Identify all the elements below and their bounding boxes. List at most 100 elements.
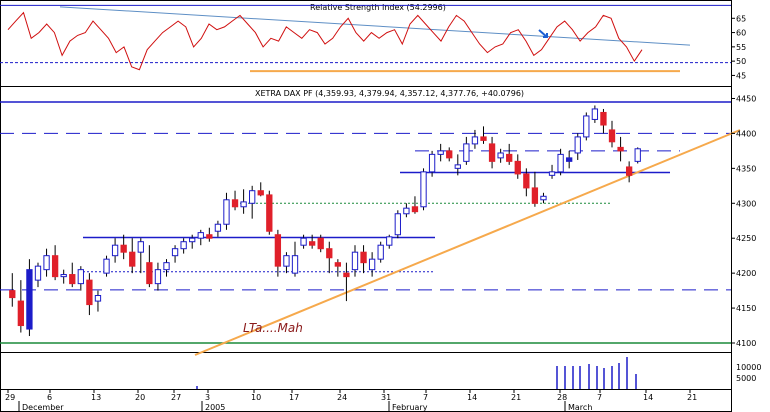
candle-body <box>154 269 162 285</box>
x-tick-label: 14 <box>643 393 653 402</box>
candle-body <box>454 164 461 169</box>
candle-body <box>411 206 419 213</box>
candle-body <box>274 234 282 267</box>
candle-body <box>351 251 359 271</box>
rsi-tick-label: 45 <box>736 71 746 80</box>
candle-body <box>283 255 290 267</box>
arrow-icon <box>538 29 548 38</box>
candle-body <box>471 136 479 145</box>
candle-body <box>360 251 367 264</box>
x-tick-label: 31 <box>381 393 391 402</box>
candle-body <box>137 241 144 253</box>
candle-body <box>86 279 93 306</box>
x-axis-band <box>0 389 732 412</box>
candle-body <box>189 237 196 243</box>
x-tick-label: 21 <box>687 393 697 402</box>
axis-layer: 29 6 13 20 27 3 10 17 24 31 7 14 21 28 7 14 21 December 20… <box>5 389 697 412</box>
candle-body <box>249 190 256 204</box>
rsi-trendline <box>59 6 691 46</box>
candle-body <box>514 160 521 175</box>
price-tick-label: 4450 <box>736 94 756 103</box>
candle-body <box>386 236 393 246</box>
candle-body <box>103 258 110 274</box>
candle-body <box>214 223 222 232</box>
candle-body <box>463 143 470 162</box>
rsi-title: Relative Strength Index (54.2996) <box>310 3 446 12</box>
x-tick-label: 13 <box>91 393 101 402</box>
annotation-text: LTa....Mah <box>243 321 303 335</box>
x-tick-label: 28 <box>557 393 567 402</box>
x-tick-label: 20 <box>135 393 145 402</box>
candle-body <box>574 136 581 154</box>
volume-tick-label: 10000 <box>736 363 761 372</box>
rsi-line <box>7 11 643 71</box>
month-label: December <box>22 403 64 412</box>
candle-body <box>600 111 607 126</box>
volume-panel <box>0 352 732 390</box>
x-tick-label: 27 <box>171 393 181 402</box>
volume-layer: 10000 5000 <box>196 357 761 389</box>
x-tick-label: 14 <box>467 393 477 402</box>
candle-body <box>51 255 59 278</box>
candle-body <box>231 199 239 208</box>
candle-body <box>480 136 487 141</box>
candle-body <box>120 244 127 253</box>
price-layer: 4100 4150 4200 4250 4300 4350 4400 4450 <box>0 94 756 356</box>
price-tick-label: 4350 <box>736 164 756 173</box>
volume-tick-label: 5000 <box>736 374 756 383</box>
candle-body <box>146 262 153 285</box>
candle-body <box>223 199 230 225</box>
candle-body <box>9 290 16 299</box>
rsi-tick-label: 55 <box>736 43 746 52</box>
candle-body <box>523 173 530 189</box>
candle-body <box>197 232 204 239</box>
candle-body <box>77 269 84 285</box>
candle-body <box>34 265 42 281</box>
x-tick-label: 10 <box>251 393 261 402</box>
candle-body <box>94 295 102 302</box>
candle-body <box>625 166 633 176</box>
candle-body <box>566 157 573 162</box>
candle-body <box>300 237 307 246</box>
x-tick-label: 17 <box>289 393 299 402</box>
candle-body <box>334 262 342 267</box>
candle-body <box>343 272 350 278</box>
x-tick-label: 6 <box>47 393 52 402</box>
x-tick-label: 7 <box>423 393 428 402</box>
candle-body <box>634 148 641 162</box>
candle-body <box>69 274 76 285</box>
candle-body <box>446 150 453 159</box>
candle-body <box>506 153 513 162</box>
candle-body <box>531 187 539 204</box>
x-tick-label: 24 <box>337 393 347 402</box>
candle-body <box>60 274 67 278</box>
month-label: March <box>568 403 592 412</box>
candle-body <box>548 171 556 176</box>
candle-body <box>591 108 599 120</box>
candle-body <box>308 241 316 246</box>
rsi-layer: 45 50 55 60 65 <box>0 4 746 80</box>
candle-body <box>43 255 50 271</box>
candle-body <box>608 129 616 143</box>
rsi-panel <box>0 0 732 87</box>
x-tick-label: 7 <box>597 393 602 402</box>
candle-body <box>129 251 136 267</box>
candle-body <box>377 244 384 260</box>
candle-body <box>557 153 564 173</box>
candle-body <box>394 213 401 236</box>
candle-body <box>17 300 25 327</box>
month-label: February <box>392 403 428 412</box>
price-tick-label: 4300 <box>736 199 756 208</box>
candle-body <box>617 146 624 152</box>
rsi-tick-label: 60 <box>736 29 746 38</box>
x-tick-label: 29 <box>5 393 15 402</box>
candle-body <box>403 207 410 215</box>
candle-body <box>368 258 376 271</box>
candle-body <box>206 234 213 239</box>
price-title: XETRA DAX PF (4,359.93, 4,379.94, 4,357.… <box>255 89 524 98</box>
price-tick-label: 4200 <box>736 269 756 278</box>
price-tick-label: 4150 <box>736 304 756 313</box>
candle-body <box>420 171 427 208</box>
price-panel <box>0 86 732 353</box>
rsi-tick-label: 65 <box>736 14 746 23</box>
